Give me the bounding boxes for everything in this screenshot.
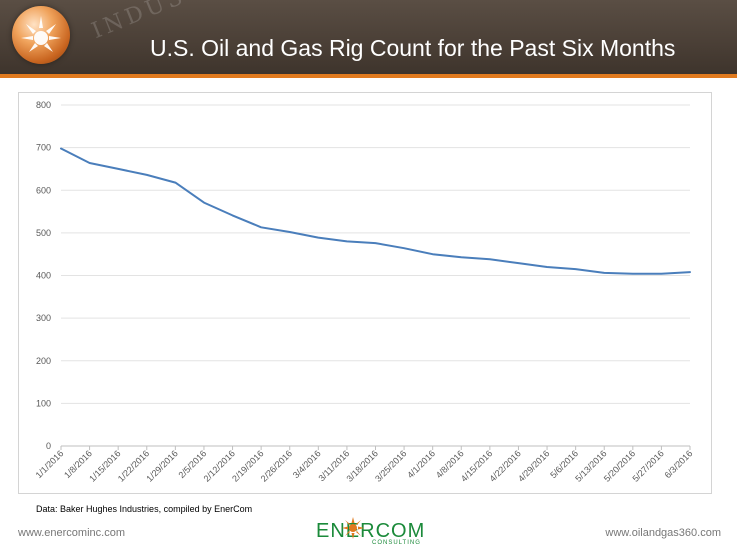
footer-right-link[interactable]: www.oilandgas360.com bbox=[605, 527, 721, 539]
x-tick-label: 1/1/2016 bbox=[34, 448, 66, 480]
series-line bbox=[60, 147, 691, 275]
accent-stripe bbox=[0, 74, 737, 78]
x-tick-label: 3/25/2016 bbox=[373, 448, 408, 483]
footer-left-link[interactable]: www.enercominc.com bbox=[18, 527, 125, 539]
source-note: Data: Baker Hughes Industries, compiled … bbox=[36, 504, 253, 514]
y-tick-label: 500 bbox=[36, 228, 51, 238]
chart-frame: 0 100 200 300 400 500 600 700 800 1/1/2016 1/8/201… bbox=[18, 92, 712, 494]
x-tick-label: 2/26/2016 bbox=[259, 448, 294, 483]
x-tick-label: 1/29/2016 bbox=[144, 448, 179, 483]
x-tick-label: 6/3/2016 bbox=[663, 448, 695, 480]
y-tick-label: 400 bbox=[36, 271, 51, 281]
sun-globe-icon bbox=[12, 6, 70, 64]
x-tick-label: 4/1/2016 bbox=[405, 448, 437, 480]
x-tick-label: 5/27/2016 bbox=[630, 448, 665, 483]
y-tick-label: 300 bbox=[36, 313, 51, 323]
page-title: U.S. Oil and Gas Rig Count for the Past … bbox=[150, 35, 676, 61]
y-tick-label: 700 bbox=[36, 143, 51, 153]
header-banner: INDUSTR U.S. Oil and Gas Rig Count for t… bbox=[0, 0, 737, 74]
y-tick-label: 800 bbox=[36, 100, 51, 110]
logo-subtitle: CONSULTING bbox=[372, 540, 421, 546]
x-tick-label: 4/29/2016 bbox=[516, 448, 551, 483]
logo-sun-icon bbox=[342, 517, 364, 539]
enercom-logo: ENERCOM CONSULTING bbox=[316, 515, 426, 551]
y-tick-label: 200 bbox=[36, 356, 51, 366]
y-tick-label: 0 bbox=[46, 441, 51, 451]
y-tick-label: 100 bbox=[36, 398, 51, 408]
logo-text: ENERCOM bbox=[316, 520, 426, 542]
y-tick-label: 600 bbox=[36, 185, 51, 195]
rig-count-line-chart: 01002003004005006007008001/1/20161/8/201… bbox=[34, 100, 695, 484]
